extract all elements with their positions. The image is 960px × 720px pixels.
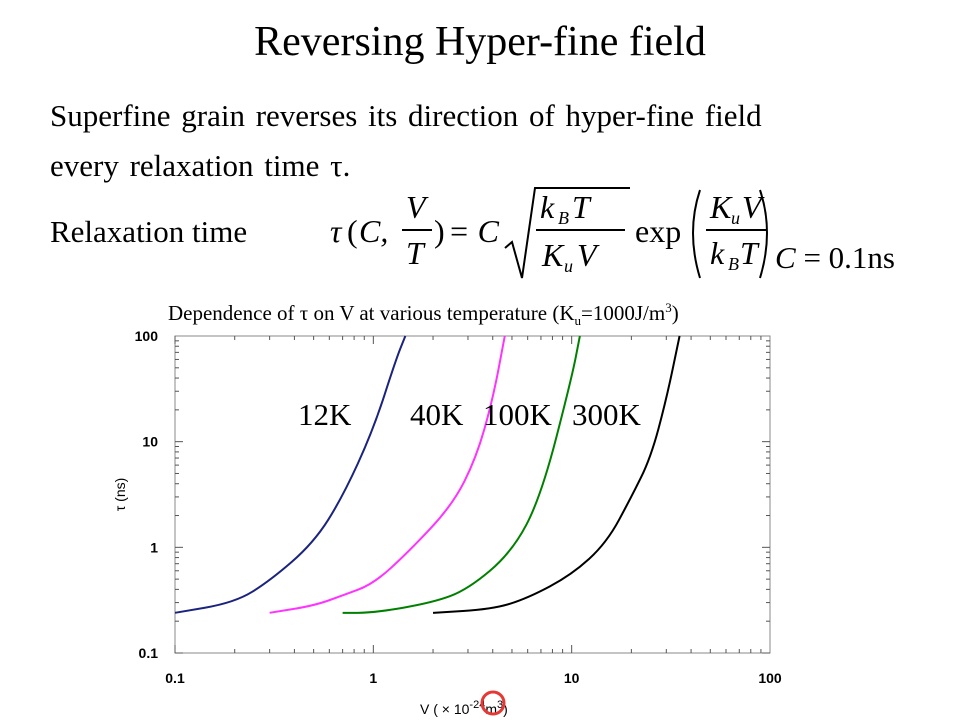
chart-title: Dependence of τ on V at various temperat…: [168, 300, 679, 329]
plot-frame: [174, 335, 771, 654]
x-axis-title: V ( × 10-24m3): [420, 699, 508, 717]
relaxation-time-label: Relaxation time: [50, 214, 248, 249]
svg-text:B: B: [558, 208, 569, 228]
body-text-line-1: Superfine grain reverses its direction o…: [50, 98, 762, 133]
series-line-300k: [432, 335, 681, 614]
body-text-line-2: every relaxation time τ.: [50, 148, 351, 183]
series-line-100k: [342, 335, 581, 614]
series-label-40k: 40K: [410, 397, 464, 432]
svg-text:V: V: [577, 237, 600, 273]
y-axis-title: τ (ns): [112, 478, 128, 512]
constant-c: C = 0.1ns: [775, 240, 895, 275]
x-tick-label: 0.1: [165, 670, 185, 686]
formula-lhs-c: C,: [359, 213, 388, 249]
svg-text:k: k: [540, 189, 555, 225]
exponent-highlight-circle: [480, 690, 506, 716]
svg-text:k: k: [710, 235, 725, 271]
formula-t-den: T: [406, 235, 426, 271]
series-label-12k: 12K: [298, 397, 352, 432]
x-tick-label: 10: [564, 670, 580, 686]
series-label-300k: 300K: [572, 397, 642, 432]
series-line-40k: [269, 335, 506, 614]
formula-v-num: V: [406, 189, 429, 225]
y-tick-label: 10: [142, 434, 158, 450]
svg-text:K: K: [541, 237, 565, 273]
formula-paren-close: ): [434, 213, 445, 249]
svg-text:K: K: [709, 189, 733, 225]
x-tick-label: 100: [758, 670, 782, 686]
y-tick-label: 0.1: [139, 645, 159, 661]
formula-paren-open: (: [347, 213, 358, 249]
svg-text:B: B: [728, 254, 739, 274]
y-tick-label: 1: [150, 539, 158, 555]
series-line-12k: [174, 335, 407, 614]
svg-text:u: u: [564, 256, 573, 276]
x-tick-label: 1: [369, 670, 377, 686]
series-label-100k: 100K: [483, 397, 553, 432]
svg-text:T: T: [572, 189, 592, 225]
slide-title: Reversing Hyper-fine field: [254, 19, 706, 65]
formula-eq-c: = C: [448, 213, 500, 249]
formula-tau: τ: [330, 213, 343, 249]
formula-exp: exp: [635, 213, 681, 249]
relaxation-time-formula: τ ( C, V T ) = C k B T K u V exp K u V k…: [330, 187, 768, 279]
y-tick-label: 100: [135, 328, 159, 344]
svg-text:u: u: [731, 208, 740, 228]
svg-text:T: T: [740, 235, 760, 271]
svg-text:V: V: [742, 189, 765, 225]
